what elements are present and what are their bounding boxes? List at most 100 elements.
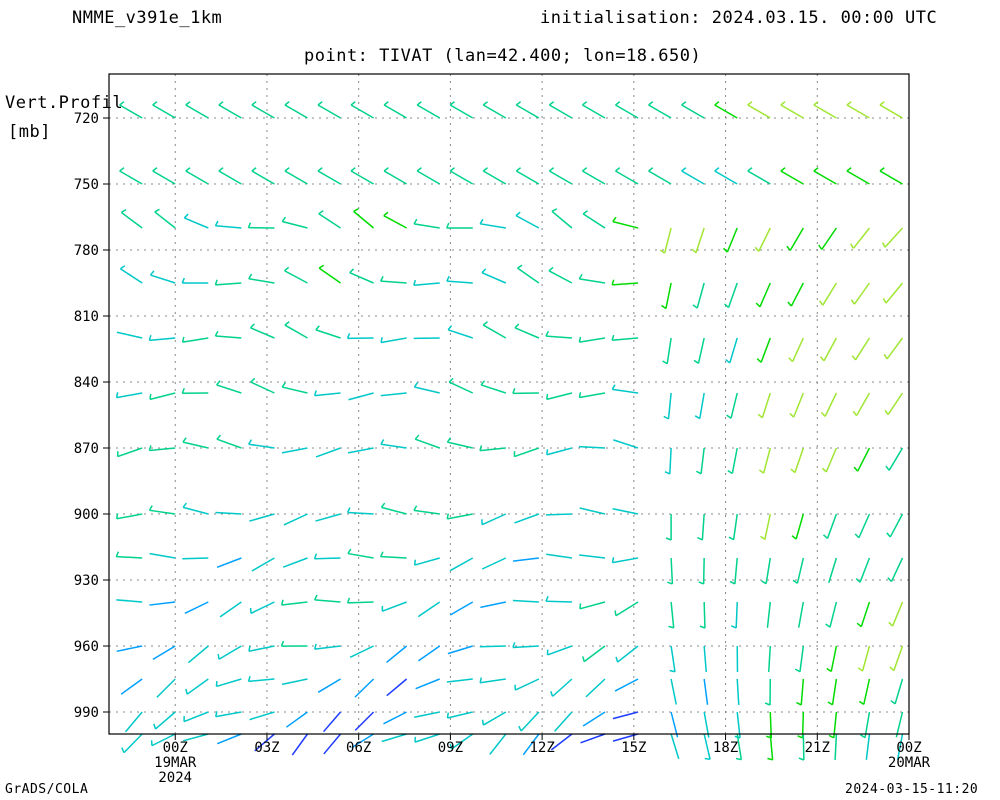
wind-barb-feather bbox=[727, 469, 733, 475]
wind-barb-feather bbox=[825, 623, 831, 628]
wind-barb bbox=[582, 711, 606, 727]
wind-barb-feather bbox=[767, 757, 773, 761]
wind-barb bbox=[282, 220, 308, 229]
wind-barb bbox=[670, 645, 676, 672]
wind-barb bbox=[549, 170, 573, 185]
wind-barb-feather bbox=[119, 265, 126, 270]
wind-barb-feather bbox=[612, 216, 617, 223]
wind-barb-feather bbox=[819, 356, 825, 362]
wind-barb bbox=[546, 447, 573, 456]
axis-ticks: 72075078081084087090093096099000Z19MAR20… bbox=[74, 111, 931, 786]
wind-barb-feather bbox=[380, 337, 383, 343]
wind-barb bbox=[415, 678, 440, 690]
wind-barb-feather bbox=[216, 380, 221, 386]
x-tick-date: 20MAR bbox=[888, 755, 931, 771]
y-tick-label: 750 bbox=[74, 177, 99, 193]
wind-barb bbox=[216, 733, 242, 745]
wind-barb-feather bbox=[787, 301, 792, 307]
wind-barb-feather bbox=[149, 393, 152, 400]
wind-barb bbox=[879, 170, 903, 185]
wind-barb-feather bbox=[413, 559, 416, 566]
wind-barb-feather bbox=[828, 734, 835, 739]
x-tick-label: 00Z bbox=[896, 740, 921, 756]
wind-barb bbox=[791, 337, 805, 362]
wind-barb bbox=[350, 104, 374, 119]
wind-barb bbox=[887, 392, 904, 416]
wind-barb bbox=[767, 645, 772, 672]
x-tick-label: 15Z bbox=[621, 740, 646, 756]
wind-barb bbox=[281, 601, 308, 606]
wind-barb bbox=[482, 170, 507, 185]
wind-barb bbox=[218, 645, 242, 660]
wind-barb bbox=[796, 557, 805, 584]
wind-barb-feather bbox=[181, 277, 185, 284]
wind-barb bbox=[695, 227, 705, 253]
wind-barb bbox=[546, 392, 573, 401]
wind-barb-feather bbox=[780, 101, 786, 106]
wind-barb-feather bbox=[614, 610, 617, 616]
y-axis-label: Vert.Profil bbox=[5, 93, 124, 113]
wind-barb bbox=[315, 447, 341, 458]
wind-barb bbox=[353, 210, 375, 229]
wind-barb bbox=[215, 511, 242, 515]
wind-barb bbox=[447, 329, 473, 339]
wind-barb-feather bbox=[181, 336, 185, 343]
wind-barb bbox=[865, 733, 871, 760]
wind-barb-feather bbox=[350, 101, 356, 106]
wind-barb-feather bbox=[479, 677, 483, 683]
wind-barb bbox=[578, 445, 606, 449]
wind-barb bbox=[149, 337, 176, 342]
wind-barb-feather bbox=[313, 594, 318, 601]
wind-barb bbox=[182, 506, 209, 515]
wind-barb bbox=[414, 733, 440, 743]
wind-barb bbox=[417, 601, 441, 618]
wind-barb bbox=[821, 227, 838, 250]
wind-barb bbox=[380, 555, 407, 559]
wind-barb bbox=[547, 645, 573, 656]
wind-barb-feather bbox=[758, 469, 765, 474]
wind-barb bbox=[322, 711, 342, 733]
wind-barb bbox=[895, 711, 904, 738]
wind-barb-feather bbox=[480, 380, 486, 386]
wind-barb-feather bbox=[792, 579, 798, 584]
wind-barb bbox=[349, 272, 374, 284]
wind-barb bbox=[736, 678, 740, 705]
wind-barb-feather bbox=[380, 502, 386, 508]
wind-barb bbox=[116, 599, 143, 603]
wind-barb bbox=[481, 513, 507, 526]
x-tick-label: 21Z bbox=[805, 740, 830, 756]
wind-barb bbox=[583, 645, 606, 663]
wind-barb bbox=[794, 447, 805, 473]
wind-barb-feather bbox=[759, 535, 766, 541]
wind-barb bbox=[480, 223, 506, 229]
wind-barb-feather bbox=[182, 502, 187, 508]
wind-barb-feather bbox=[413, 505, 418, 511]
wind-barb-feather bbox=[183, 213, 189, 219]
x-tick-label: 06Z bbox=[346, 740, 371, 756]
wind-barb-feather bbox=[413, 382, 419, 388]
wind-barb bbox=[184, 601, 209, 615]
wind-barb bbox=[515, 214, 540, 229]
wind-barb-feather bbox=[482, 101, 488, 106]
wind-barb-feather bbox=[699, 625, 706, 629]
wind-barb-feather bbox=[353, 208, 359, 213]
wind-barb bbox=[823, 337, 838, 362]
wind-barb bbox=[347, 601, 374, 604]
wind-barb-feather bbox=[185, 167, 191, 172]
wind-barb bbox=[797, 601, 805, 628]
wind-barb bbox=[446, 678, 473, 683]
wind-barb bbox=[251, 104, 275, 119]
wind-barb bbox=[447, 645, 473, 655]
wind-barb-feather bbox=[121, 747, 125, 753]
wind-barb-feather bbox=[796, 701, 802, 706]
y-tick-label: 810 bbox=[74, 309, 99, 325]
wind-barb-feather bbox=[248, 273, 253, 280]
wind-barb-feather bbox=[611, 557, 615, 563]
wind-barb bbox=[612, 282, 639, 286]
wind-barb bbox=[216, 678, 242, 688]
wind-barb-feather bbox=[546, 449, 549, 455]
wind-barb bbox=[552, 678, 573, 697]
wind-barb-feather bbox=[383, 167, 389, 172]
wind-barb-feather bbox=[551, 208, 558, 213]
